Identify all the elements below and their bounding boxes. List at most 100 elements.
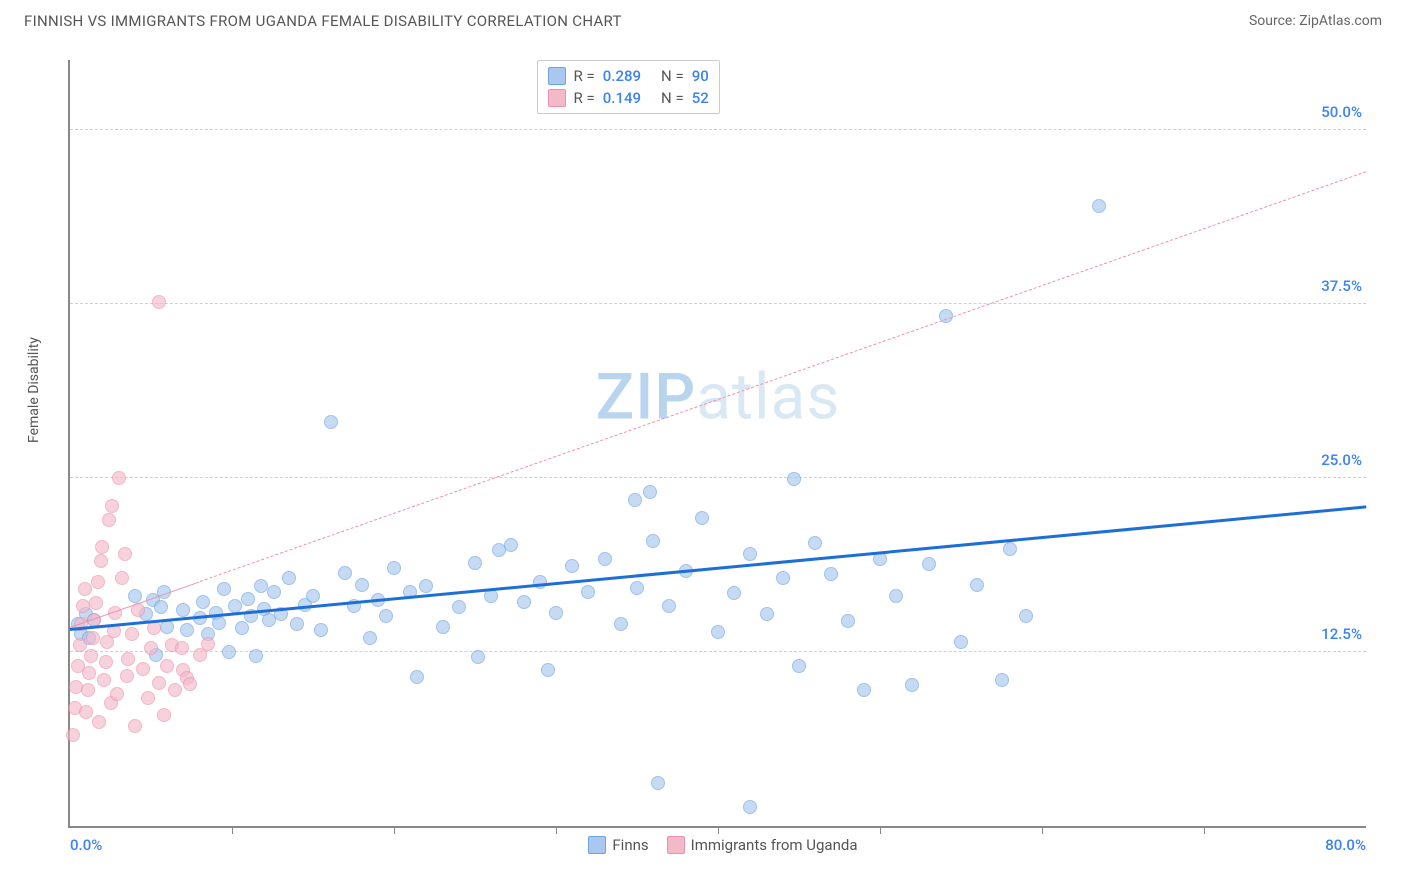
scatter-point-uganda bbox=[175, 641, 189, 655]
gridline bbox=[70, 303, 1366, 304]
gridline bbox=[70, 477, 1366, 478]
scatter-point-uganda bbox=[99, 655, 113, 669]
scatter-point-uganda bbox=[120, 669, 134, 683]
scatter-point-uganda bbox=[115, 571, 129, 585]
scatter-point-finns bbox=[452, 600, 466, 614]
scatter-point-finns bbox=[808, 536, 822, 550]
scatter-point-finns bbox=[970, 578, 984, 592]
legend-n-label: N = bbox=[661, 67, 684, 85]
x-tick bbox=[1042, 826, 1043, 834]
scatter-point-finns bbox=[254, 579, 268, 593]
scatter-point-uganda bbox=[97, 673, 111, 687]
scatter-point-uganda bbox=[152, 676, 166, 690]
scatter-point-uganda bbox=[112, 471, 126, 485]
legend-swatch bbox=[667, 836, 685, 854]
scatter-point-finns bbox=[643, 485, 657, 499]
scatter-point-finns bbox=[176, 603, 190, 617]
chart-header: FINNISH VS IMMIGRANTS FROM UGANDA FEMALE… bbox=[0, 0, 1406, 38]
scatter-plot: Female Disability ZIPatlas R =0.289N =90… bbox=[68, 60, 1366, 828]
scatter-point-finns bbox=[338, 566, 352, 580]
scatter-point-uganda bbox=[168, 683, 182, 697]
scatter-point-finns bbox=[363, 631, 377, 645]
chart-area: Female Disability ZIPatlas R =0.289N =90… bbox=[24, 48, 1382, 876]
x-axis-min-label: 0.0% bbox=[70, 836, 102, 854]
legend-r-label: R = bbox=[574, 89, 595, 107]
scatter-point-finns bbox=[651, 776, 665, 790]
scatter-point-finns bbox=[128, 589, 142, 603]
scatter-point-finns bbox=[922, 557, 936, 571]
legend-stats-row: R =0.289N =90 bbox=[548, 65, 709, 87]
x-tick bbox=[394, 826, 395, 834]
scatter-point-finns bbox=[630, 581, 644, 595]
legend-n-value: 52 bbox=[692, 89, 709, 107]
legend-n-value: 90 bbox=[692, 67, 709, 85]
scatter-point-finns bbox=[954, 635, 968, 649]
scatter-point-uganda bbox=[66, 728, 80, 742]
scatter-point-uganda bbox=[183, 677, 197, 691]
x-tick bbox=[718, 826, 719, 834]
scatter-point-finns bbox=[743, 800, 757, 814]
legend-series-label: Immigrants from Uganda bbox=[691, 836, 858, 854]
scatter-point-uganda bbox=[95, 540, 109, 554]
scatter-point-uganda bbox=[141, 691, 155, 705]
legend-r-value: 0.149 bbox=[603, 89, 641, 107]
scatter-point-finns bbox=[324, 415, 338, 429]
legend-series: Finns Immigrants from Uganda bbox=[588, 836, 857, 854]
legend-stats-row: R =0.149N =52 bbox=[548, 87, 709, 109]
scatter-point-finns bbox=[841, 614, 855, 628]
y-tick-label: 37.5% bbox=[1321, 277, 1362, 295]
scatter-point-finns bbox=[711, 625, 725, 639]
scatter-point-uganda bbox=[144, 641, 158, 655]
scatter-point-finns bbox=[662, 599, 676, 613]
scatter-point-finns bbox=[419, 579, 433, 593]
scatter-point-finns bbox=[1003, 542, 1017, 556]
scatter-point-finns bbox=[282, 571, 296, 585]
gridline bbox=[70, 651, 1366, 652]
scatter-point-finns bbox=[857, 683, 871, 697]
scatter-point-uganda bbox=[79, 705, 93, 719]
scatter-point-finns bbox=[598, 552, 612, 566]
scatter-point-finns bbox=[1019, 609, 1033, 623]
y-axis-label: Female Disability bbox=[26, 337, 42, 443]
scatter-point-finns bbox=[314, 623, 328, 637]
scatter-point-uganda bbox=[136, 662, 150, 676]
x-tick bbox=[232, 826, 233, 834]
x-tick bbox=[880, 826, 881, 834]
scatter-point-uganda bbox=[118, 547, 132, 561]
scatter-point-finns bbox=[249, 649, 263, 663]
legend-swatch bbox=[548, 89, 566, 107]
scatter-point-finns bbox=[995, 673, 1009, 687]
x-tick bbox=[556, 826, 557, 834]
scatter-point-finns bbox=[614, 617, 628, 631]
scatter-point-uganda bbox=[92, 715, 106, 729]
chart-title: FINNISH VS IMMIGRANTS FROM UGANDA FEMALE… bbox=[24, 12, 622, 30]
scatter-point-finns bbox=[695, 511, 709, 525]
scatter-point-finns bbox=[196, 595, 210, 609]
scatter-point-uganda bbox=[78, 582, 92, 596]
legend-stats: R =0.289N =90R =0.149N =52 bbox=[537, 60, 720, 114]
scatter-point-uganda bbox=[76, 599, 90, 613]
scatter-point-finns bbox=[1092, 199, 1106, 213]
gridline bbox=[70, 129, 1366, 130]
scatter-point-finns bbox=[355, 578, 369, 592]
scatter-point-finns bbox=[787, 472, 801, 486]
scatter-point-finns bbox=[565, 559, 579, 573]
scatter-point-uganda bbox=[73, 638, 87, 652]
scatter-point-finns bbox=[222, 645, 236, 659]
scatter-point-finns bbox=[792, 659, 806, 673]
scatter-point-finns bbox=[776, 571, 790, 585]
scatter-point-finns bbox=[379, 609, 393, 623]
x-axis-max-label: 80.0% bbox=[1325, 836, 1366, 854]
scatter-point-finns bbox=[628, 493, 642, 507]
scatter-point-finns bbox=[212, 616, 226, 630]
scatter-point-uganda bbox=[102, 513, 116, 527]
scatter-point-finns bbox=[824, 567, 838, 581]
legend-series-item: Immigrants from Uganda bbox=[667, 836, 858, 854]
scatter-point-uganda bbox=[89, 596, 103, 610]
scatter-point-finns bbox=[760, 607, 774, 621]
scatter-point-finns bbox=[471, 650, 485, 664]
legend-series-item: Finns bbox=[588, 836, 648, 854]
watermark-atlas: atlas bbox=[696, 360, 840, 435]
scatter-point-finns bbox=[154, 600, 168, 614]
scatter-point-finns bbox=[387, 561, 401, 575]
